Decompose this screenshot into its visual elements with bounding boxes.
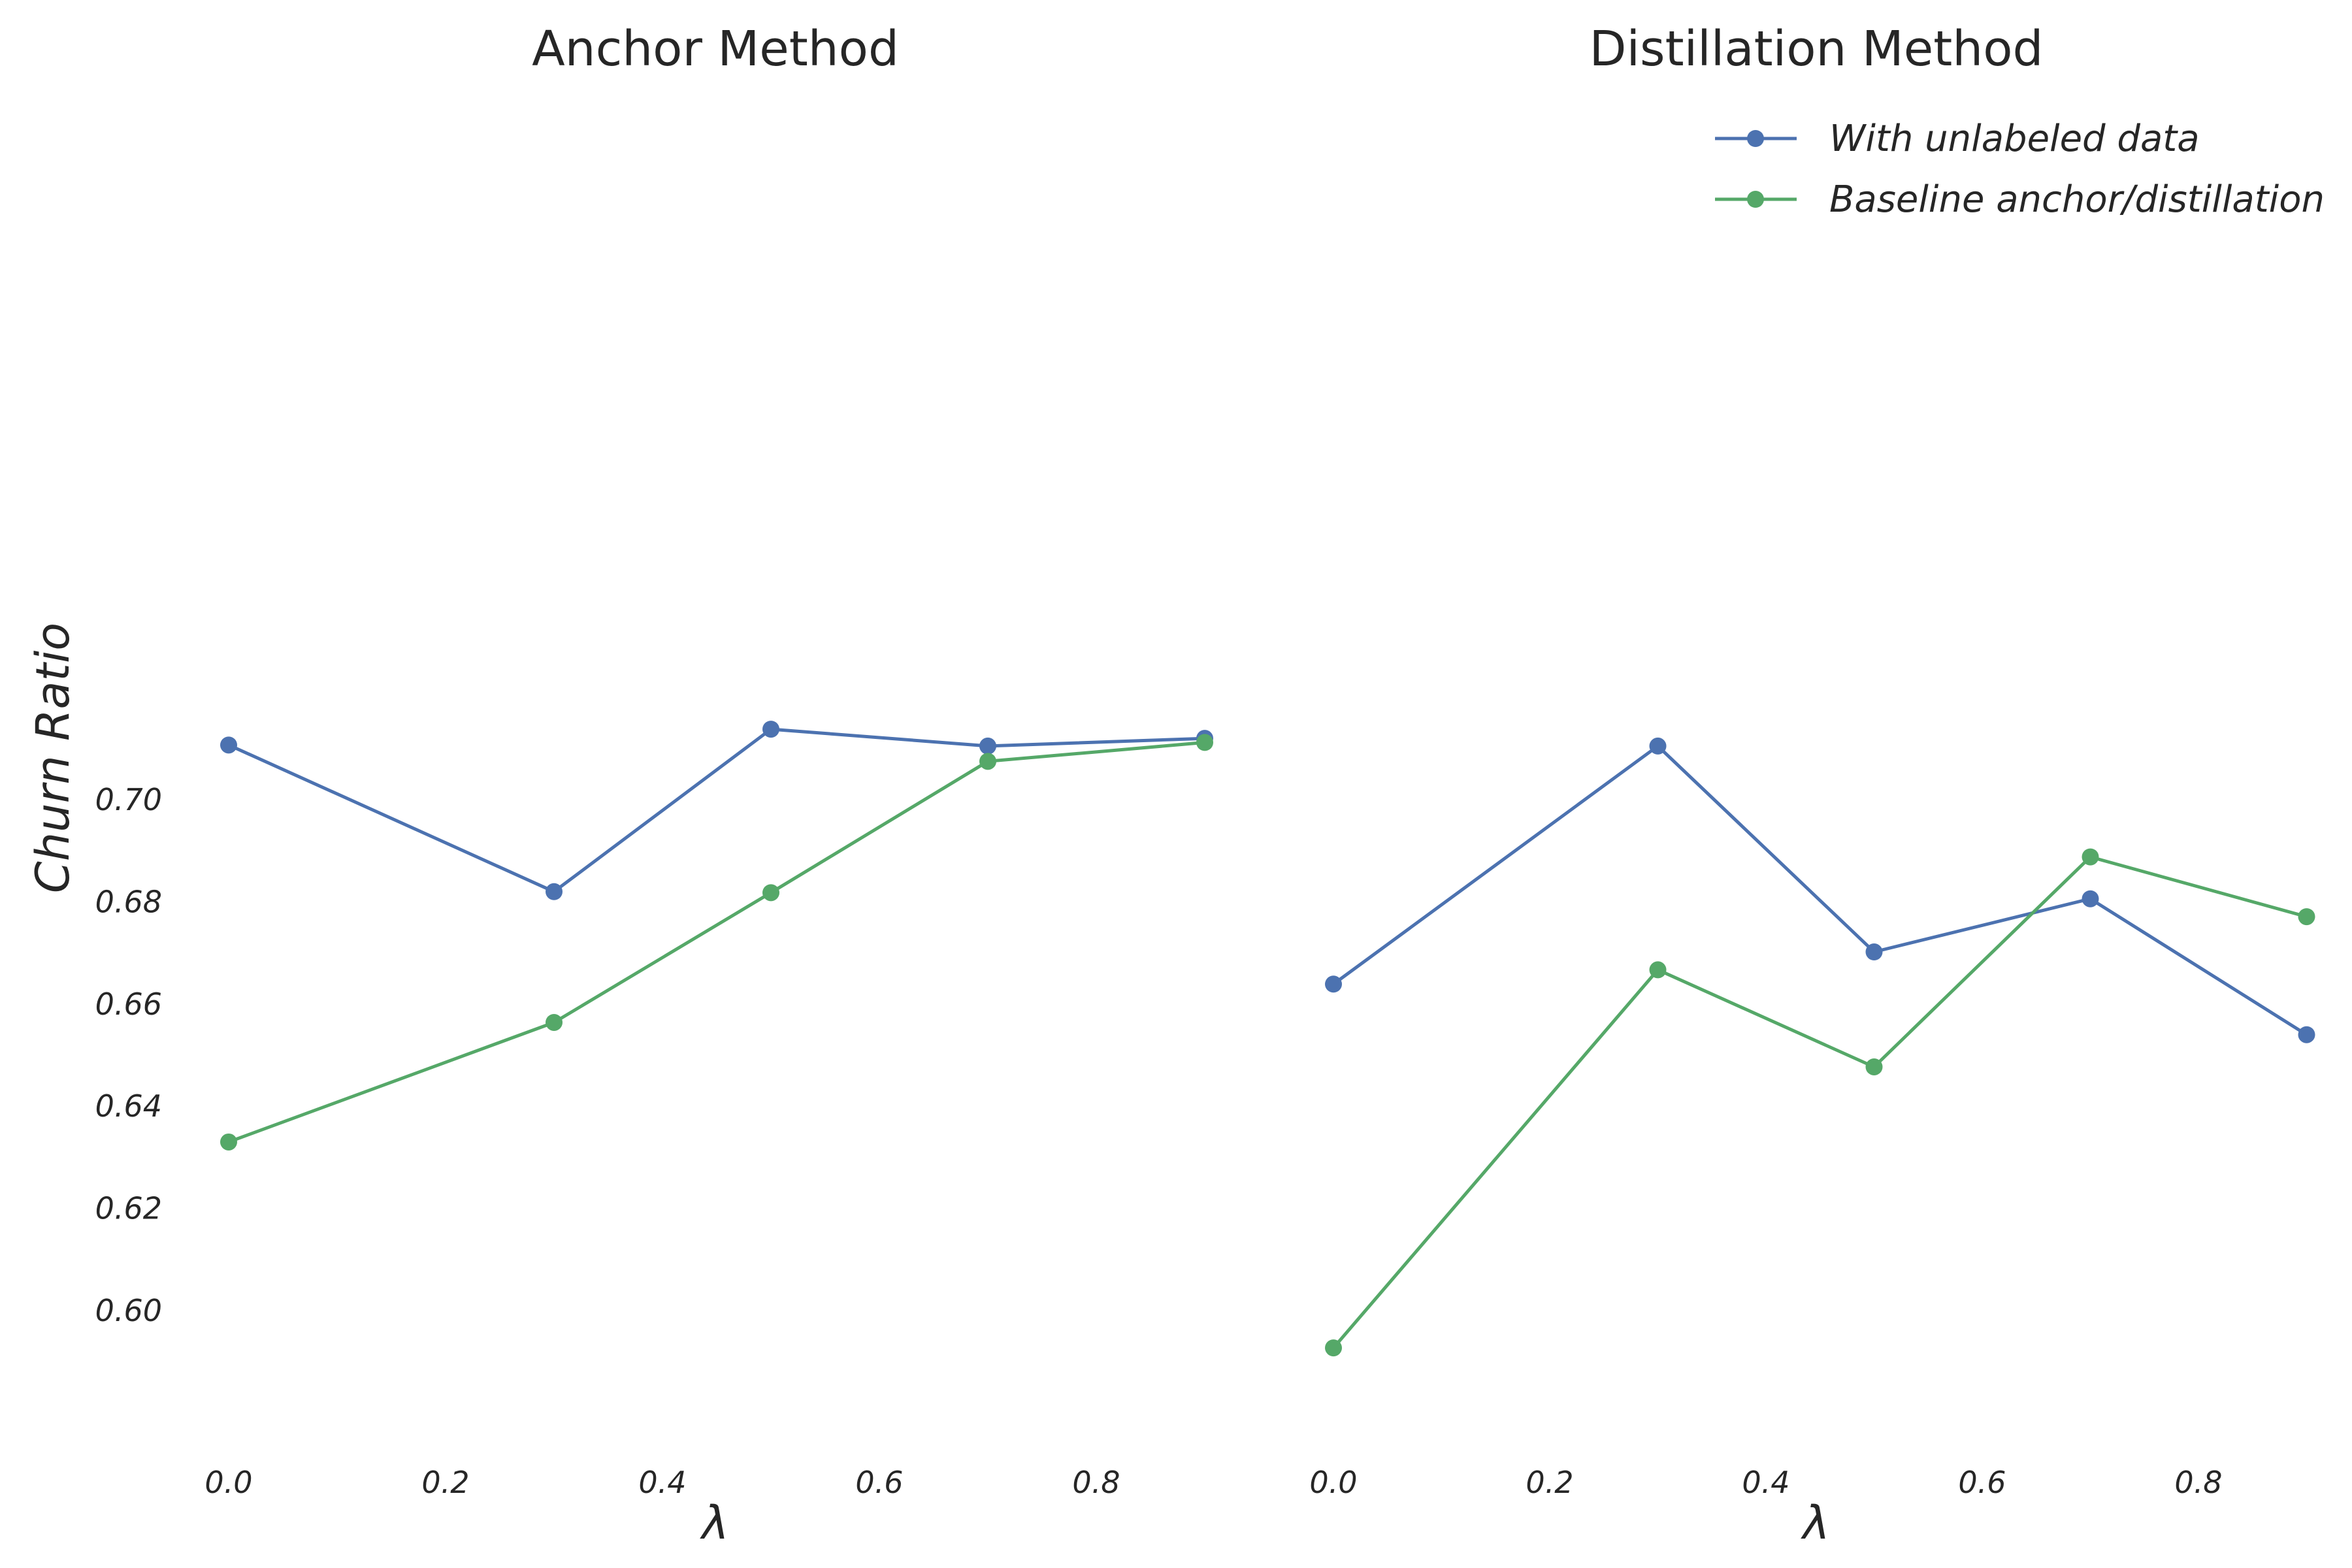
anchor-x-tick-label: 0.2	[421, 1465, 469, 1500]
anchor-point-baseline	[220, 1133, 237, 1151]
anchor-y-tick-label: 0.68	[95, 884, 162, 919]
anchor-x-ticks: 0.0 0.2 0.4 0.6 0.8	[204, 1465, 1120, 1500]
anchor-y-tick-label: 0.60	[95, 1293, 162, 1328]
anchor-point-with-unlabeled	[546, 883, 563, 900]
distillation-x-tick-label: 0.4	[1742, 1465, 1789, 1500]
legend-marker-baseline	[1747, 191, 1764, 208]
anchor-point-baseline	[1196, 734, 1213, 751]
anchor-y-ticks: 0.60 0.62 0.64 0.66 0.68 0.70	[95, 782, 162, 1328]
distillation-point-with-unlabeled	[2082, 890, 2099, 907]
distillation-x-tick-label: 0.8	[2174, 1465, 2222, 1500]
anchor-y-tick-label: 0.70	[95, 782, 162, 817]
distillation-point-baseline	[2298, 908, 2315, 926]
distillation-title: Distillation Method	[1590, 21, 2044, 77]
anchor-title: Anchor Method	[532, 21, 899, 77]
distillation-point-with-unlabeled	[1865, 943, 1883, 961]
anchor-y-tick-label: 0.66	[95, 987, 162, 1022]
legend: With unlabeled data Baseline anchor/dist…	[1715, 118, 2325, 221]
distillation-point-baseline	[1865, 1058, 1883, 1075]
legend-entry-with-unlabeled: With unlabeled data	[1715, 118, 2200, 160]
distillation-point-with-unlabeled	[2298, 1026, 2315, 1043]
legend-label-baseline: Baseline anchor/distillation	[1829, 178, 2325, 221]
y-axis-label: Churn Ratio	[26, 623, 80, 893]
legend-entry-baseline: Baseline anchor/distillation	[1715, 178, 2325, 221]
anchor-x-tick-label: 0.6	[855, 1465, 903, 1500]
legend-label-with-unlabeled: With unlabeled data	[1829, 118, 2200, 160]
anchor-x-axis-label: λ	[699, 1496, 728, 1550]
legend-marker-with-unlabeled	[1747, 130, 1764, 147]
distillation-point-with-unlabeled	[1649, 737, 1667, 755]
anchor-x-tick-label: 0.4	[638, 1465, 686, 1500]
distillation-series	[1325, 737, 2315, 1357]
anchor-y-tick-label: 0.64	[95, 1088, 162, 1124]
distillation-panel: Distillation Method 0.0 0.2 0.4 0.6 0.8 λ Wi…	[1309, 21, 2325, 1550]
distillation-x-tick-label: 0.6	[1958, 1465, 2006, 1500]
distillation-x-ticks: 0.0 0.2 0.4 0.6 0.8	[1309, 1465, 2222, 1500]
distillation-x-tick-label: 0.2	[1526, 1465, 1573, 1500]
anchor-point-with-unlabeled	[220, 736, 237, 754]
distillation-x-axis-label: λ	[1800, 1496, 1829, 1550]
anchor-x-tick-label: 0.8	[1072, 1465, 1120, 1500]
anchor-point-with-unlabeled	[979, 737, 996, 755]
distillation-point-with-unlabeled	[1325, 975, 1342, 993]
anchor-panel: Anchor Method 0.60 0.62 0.64 0.66 0.68 0.70 0…	[26, 21, 1213, 1550]
anchor-point-with-unlabeled	[762, 721, 779, 738]
distillation-x-tick-label: 0.0	[1309, 1465, 1357, 1500]
anchor-point-baseline	[546, 1013, 563, 1031]
distillation-point-baseline	[2082, 848, 2099, 866]
distillation-point-baseline	[1325, 1339, 1342, 1357]
anchor-series	[220, 721, 1213, 1151]
anchor-point-baseline	[762, 884, 779, 902]
anchor-y-tick-label: 0.62	[95, 1191, 162, 1226]
anchor-x-tick-label: 0.0	[204, 1465, 252, 1500]
distillation-point-baseline	[1649, 961, 1667, 979]
anchor-point-baseline	[979, 753, 996, 770]
